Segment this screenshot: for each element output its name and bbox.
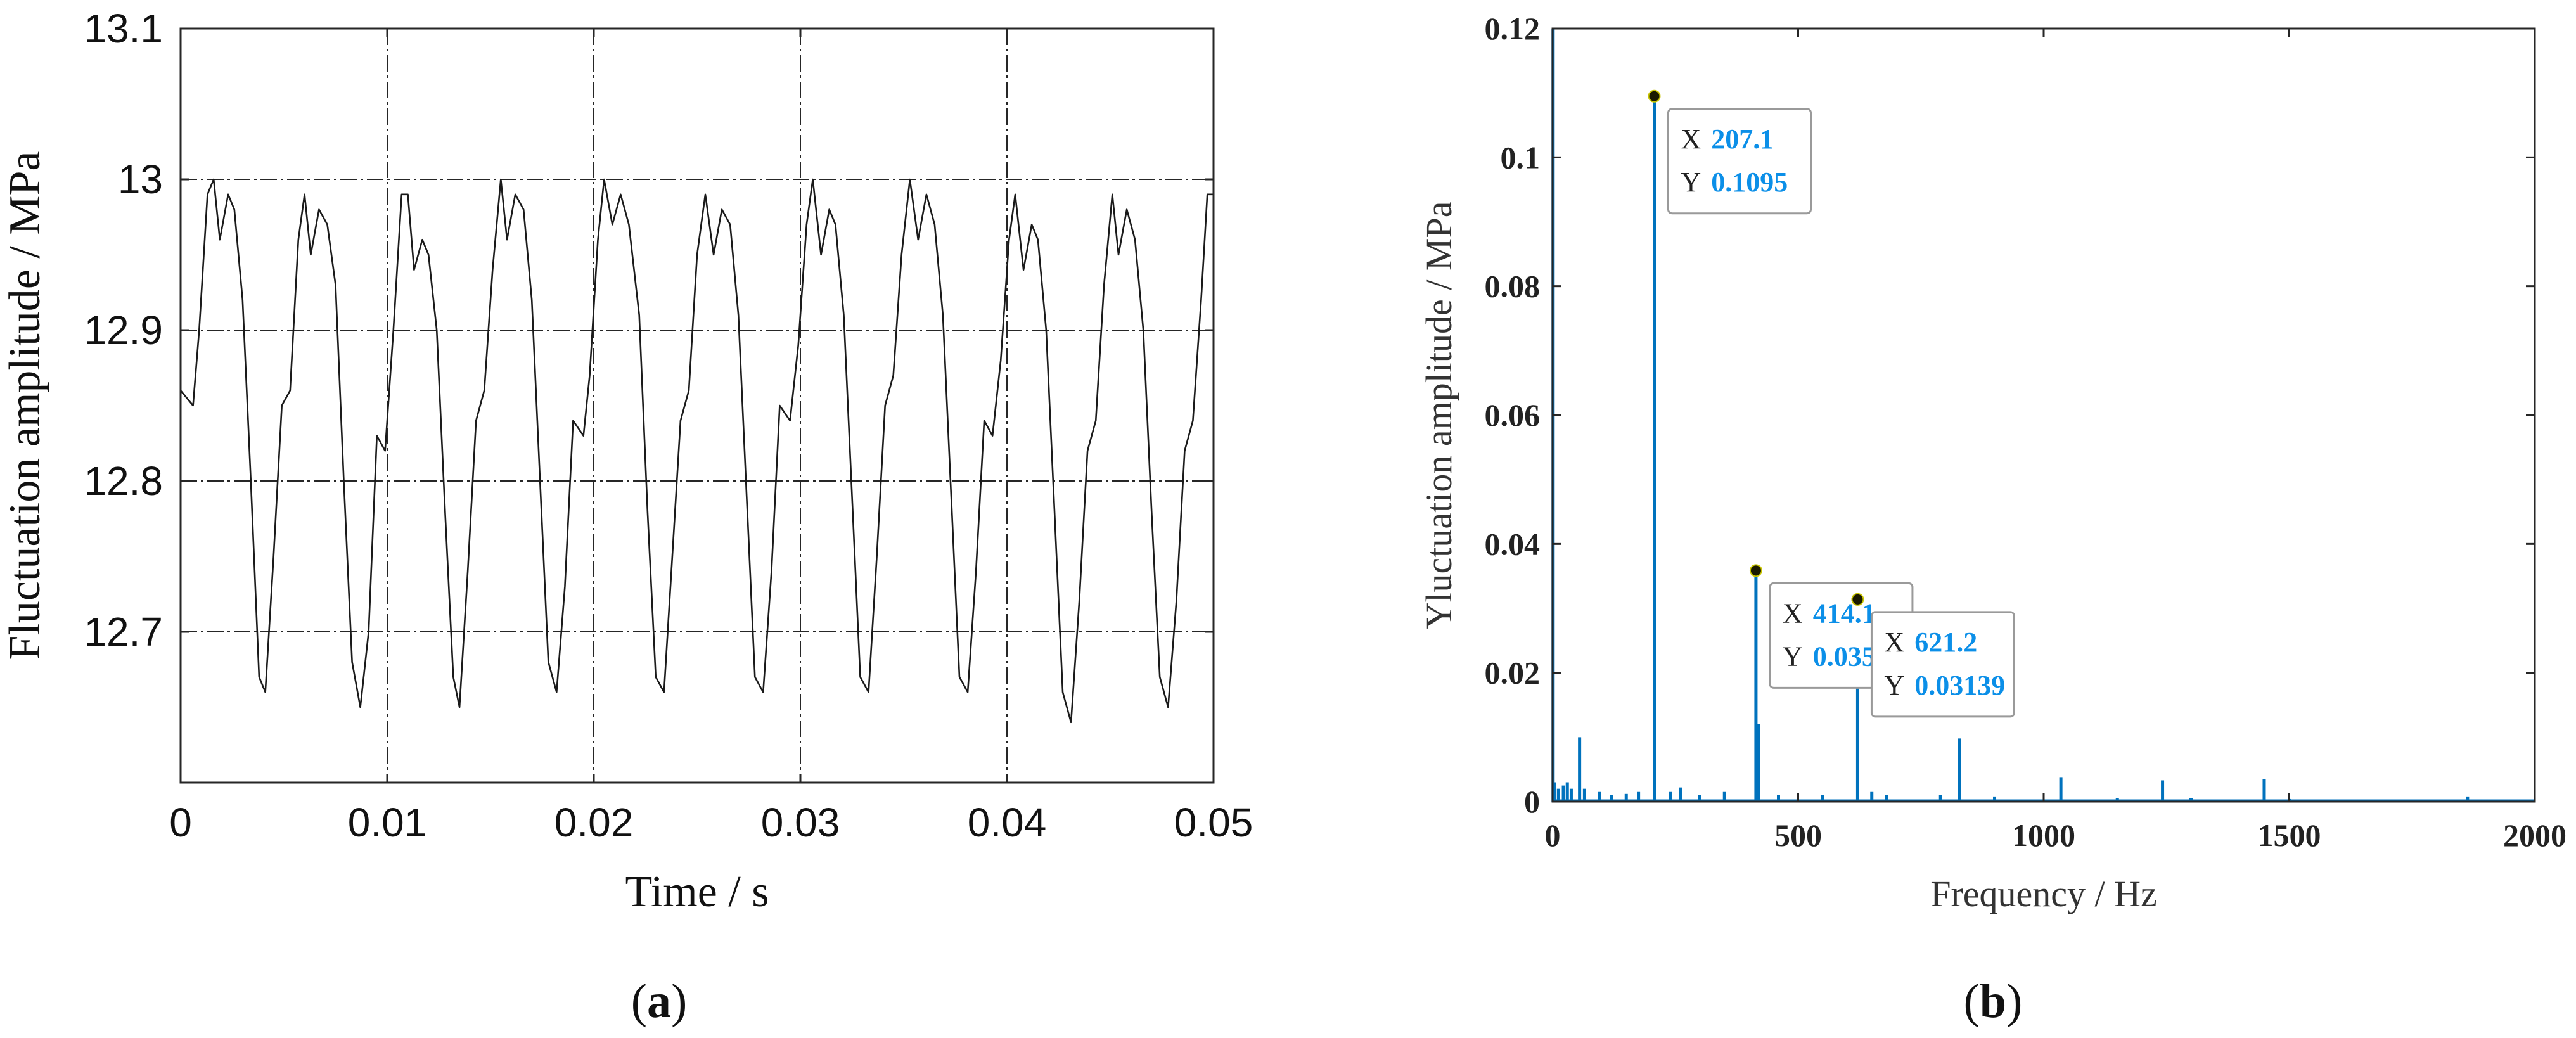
y-tick-label: 12.7 — [84, 609, 163, 655]
datatip-y-value: 0.1095 — [1711, 167, 1788, 198]
datatip-y-value: 0.03139 — [1914, 670, 2005, 701]
y-tick-label: 0.1 — [1501, 139, 1541, 175]
y-tick-label: 13 — [118, 157, 163, 202]
panel-label-a: (a) — [631, 975, 688, 1028]
datatip-marker — [1648, 89, 1661, 103]
x-tick-label: 0.03 — [761, 800, 840, 845]
plot-frame — [179, 27, 1215, 784]
x-axis-label: Frequency / Hz — [1930, 873, 2157, 914]
x-tick-labels: 0 500 1000 1500 2000 — [1545, 817, 2567, 853]
tick-marks — [1551, 27, 2536, 803]
datatip-x-row: X 414.1 — [1783, 598, 1876, 629]
y-tick-label: 0.02 — [1485, 655, 1541, 691]
y-tick-label: 0.08 — [1485, 269, 1541, 304]
datatip-y-label: Y — [1884, 670, 1904, 701]
datatip-x-label: X — [1884, 627, 1904, 658]
y-axis-label: Fluctuation amplitude / MPa — [1, 151, 49, 660]
y-tick-label: 12.9 — [84, 307, 163, 353]
grid-lines — [181, 29, 1214, 783]
datatip-y-row: Y 0.03139 — [1884, 670, 2005, 701]
panel-b-spectrum: 0 500 1000 1500 2000 0 0.02 0.04 0.06 0.08 0.1 0.1… — [1418, 11, 2566, 1028]
pressure-trace-line — [179, 178, 1214, 724]
datatip-marker — [1851, 593, 1864, 606]
datatip-y-row: Y 0.1095 — [1681, 167, 1788, 198]
datatip-box — [1870, 611, 2015, 718]
datatip-box — [1667, 108, 1812, 215]
x-tick-label: 0 — [1545, 817, 1561, 853]
x-tick-label: 2000 — [2503, 817, 2566, 853]
datatip-x-label: X — [1681, 124, 1701, 155]
x-axis-label: Time / s — [625, 868, 769, 916]
y-axis-label: Yluctuation amplitude / MPa — [1418, 202, 1459, 629]
y-tick-label: 12.8 — [84, 458, 163, 504]
datatip-x-label: X — [1783, 598, 1803, 629]
y-tick-labels: 0 0.02 0.04 0.06 0.08 0.1 0.12 — [1485, 11, 1541, 819]
panel-label-b: (b) — [1964, 975, 2023, 1028]
y-tick-label: 13.1 — [84, 6, 163, 51]
x-tick-label: 1000 — [2012, 817, 2075, 853]
datatip-x-value: 414.1 — [1813, 598, 1876, 629]
datatip[interactable]: X 621.2 Y 0.03139 — [1851, 593, 2015, 718]
x-tick-labels: 0 0.01 0.02 0.03 0.04 0.05 — [169, 800, 1253, 845]
datatip-x-value: 207.1 — [1711, 124, 1774, 155]
datatip-y-label: Y — [1783, 641, 1803, 672]
y-tick-labels: 12.7 12.8 12.9 13 13.1 — [84, 6, 163, 655]
datatip-x-value: 621.2 — [1914, 627, 1977, 658]
x-tick-label: 1500 — [2258, 817, 2321, 853]
y-tick-label: 0 — [1524, 784, 1540, 819]
x-tick-label: 0.02 — [554, 800, 634, 845]
y-tick-label: 0.06 — [1485, 397, 1541, 433]
x-tick-label: 500 — [1774, 817, 1822, 853]
tick-marks — [179, 27, 1215, 783]
x-tick-label: 0.04 — [968, 800, 1047, 845]
datatip-marker — [1749, 564, 1762, 577]
x-tick-label: 0 — [169, 800, 192, 845]
y-tick-label: 0.12 — [1485, 11, 1541, 46]
x-tick-label: 0.05 — [1174, 800, 1253, 845]
x-tick-label: 0.01 — [348, 800, 427, 845]
datatip[interactable]: X 207.1 Y 0.1095 — [1648, 89, 1812, 215]
datatip-x-row: X 621.2 — [1884, 627, 1977, 658]
panel-a-time-trace: 0 0.01 0.02 0.03 0.04 0.05 12.7 12.8 12.9 13 13.1… — [1, 6, 1253, 1028]
datatip-y-label: Y — [1681, 167, 1701, 198]
datatip-x-row: X 207.1 — [1681, 124, 1774, 155]
y-tick-label: 0.04 — [1485, 526, 1541, 561]
